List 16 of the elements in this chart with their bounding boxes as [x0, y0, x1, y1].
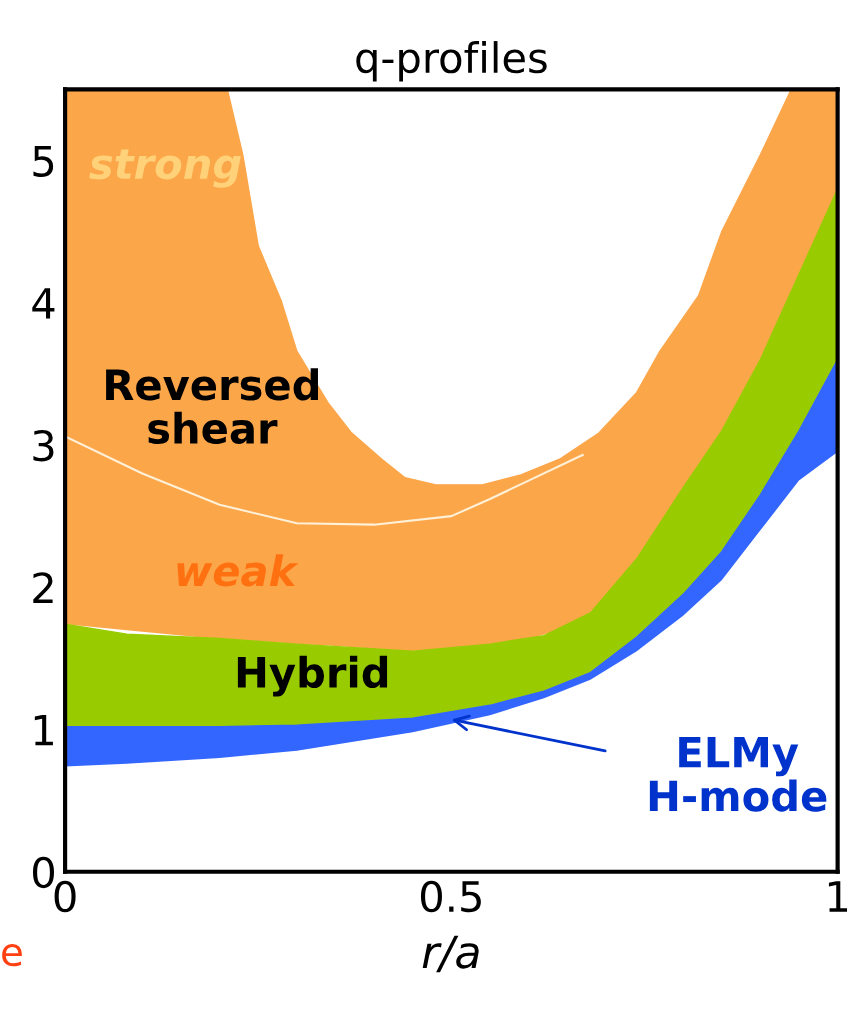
annotation: weak [177, 554, 299, 587]
annotation: ELMy H-mode [649, 736, 827, 812]
y-tick-label: 5 [33, 145, 54, 177]
y-tick-label: 4 [32, 288, 55, 319]
y-tick-label: 1 [34, 714, 53, 746]
text: e [2, 943, 22, 967]
annotation: Hybrid [237, 655, 388, 697]
x-tick-label: 0.5 [420, 880, 481, 913]
x-tick-label: 1 [828, 881, 848, 912]
x-tick-label: 0 [54, 880, 76, 913]
x-axis-title: r/a [422, 935, 479, 973]
annotation: Reversed shear [106, 368, 318, 444]
y-tick-label: 2 [33, 572, 53, 604]
chart-title: q-profiles [356, 41, 547, 82]
y-tick-label: 3 [33, 429, 54, 462]
y-tick-label: 0 [33, 856, 54, 889]
